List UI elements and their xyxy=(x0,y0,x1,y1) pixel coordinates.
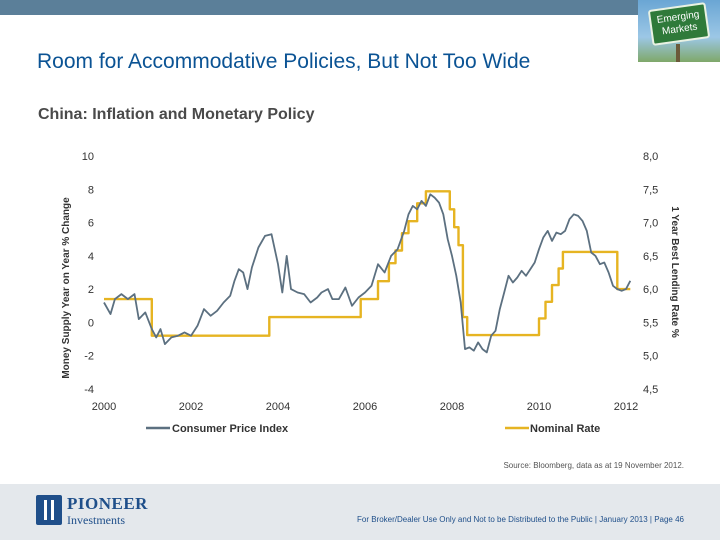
y-left-tick-label: 10 xyxy=(82,151,94,163)
logo-name: PIONEER xyxy=(67,494,148,513)
y-right-tick-label: 6,0 xyxy=(643,284,658,296)
y-axis-left-label: Money Supply Year on Year % Change xyxy=(61,197,72,379)
pioneer-logo: PIONEER Investments xyxy=(36,494,176,528)
slide-title: Room for Accommodative Policies, But Not… xyxy=(37,50,531,74)
logo-subtitle: Investments xyxy=(67,513,125,527)
y-right-tick-label: 7,5 xyxy=(643,184,658,196)
y-right-tick-label: 4,5 xyxy=(643,384,658,396)
series-line-nominal-rate xyxy=(104,190,631,337)
y-left-tick-label: 4 xyxy=(88,251,94,263)
y-left-tick-label: 6 xyxy=(88,218,94,230)
source-note: Source: Bloomberg, data as at 19 Novembe… xyxy=(503,461,684,470)
y-left-tick-label: 2 xyxy=(88,284,94,296)
legend: Consumer Price Index Nominal Rate xyxy=(146,423,600,435)
x-tick-label: 2006 xyxy=(353,401,377,413)
y-right-tick-label: 5,0 xyxy=(643,351,658,363)
sign-post xyxy=(676,44,680,62)
y-right-tick-label: 8,0 xyxy=(643,151,658,163)
x-tick-label: 2004 xyxy=(266,401,290,413)
y-right-tick-label: 5,5 xyxy=(643,317,658,329)
y-left-tick-label: -4 xyxy=(84,384,94,396)
x-tick-label: 2010 xyxy=(527,401,551,413)
legend-label-cpi: Consumer Price Index xyxy=(172,423,289,435)
x-tick-label: 2008 xyxy=(440,401,464,413)
y-left-tick-label: 8 xyxy=(88,184,94,196)
y-right-ticks: 4,5 5,0 5,5 6,0 6,5 7,0 7,5 8,0 xyxy=(643,151,658,396)
y-right-tick-label: 7,0 xyxy=(643,218,658,230)
y-axis-right-label: 1 Year Best Lending Rate % xyxy=(669,206,680,338)
x-ticks: 2000 2002 2004 2006 2008 2010 2012 xyxy=(92,401,638,413)
top-bar xyxy=(0,0,720,15)
emerging-markets-sign: Emerging Markets xyxy=(638,0,720,62)
chart-title: China: Inflation and Monetary Policy xyxy=(38,106,315,123)
y-left-tick-label: 0 xyxy=(88,317,94,329)
series-line-consumer-price-index xyxy=(103,193,632,354)
y-right-tick-label: 6,5 xyxy=(643,251,658,263)
x-tick-label: 2002 xyxy=(179,401,203,413)
legend-label-rate: Nominal Rate xyxy=(530,423,600,435)
x-tick-label: 2012 xyxy=(614,401,638,413)
pioneer-logo-icon xyxy=(36,495,62,525)
x-tick-label: 2000 xyxy=(92,401,116,413)
footer-bar xyxy=(0,484,720,540)
y-left-tick-label: -2 xyxy=(84,351,94,363)
y-left-ticks: -4 -2 0 2 4 6 8 10 xyxy=(82,151,94,396)
footer-disclaimer: For Broker/Dealer Use Only and Not to be… xyxy=(357,515,684,524)
